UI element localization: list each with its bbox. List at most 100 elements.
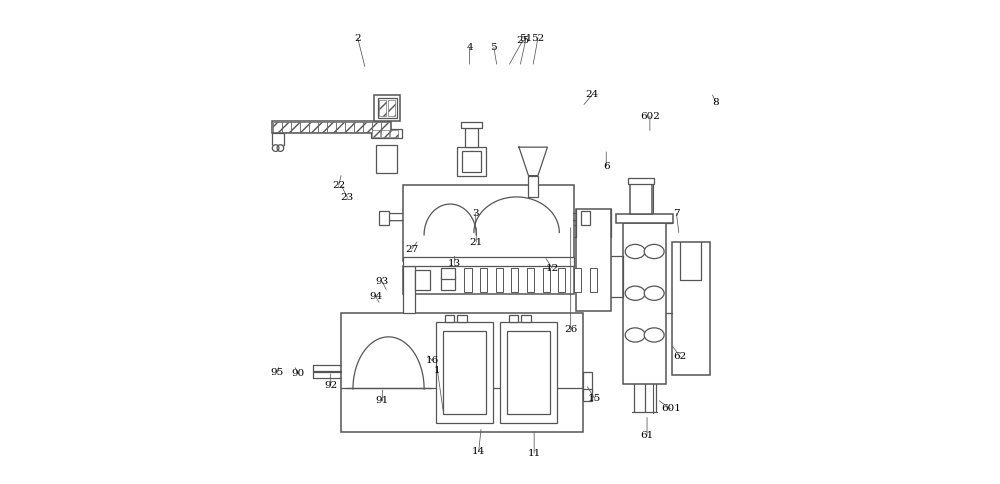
Text: 22: 22: [332, 181, 345, 190]
Circle shape: [272, 145, 279, 151]
Ellipse shape: [644, 286, 664, 301]
Text: 95: 95: [270, 368, 284, 377]
Bar: [403, 266, 415, 313]
Bar: [543, 268, 550, 292]
Circle shape: [277, 145, 284, 151]
Text: 11: 11: [528, 449, 541, 457]
Text: 52: 52: [531, 33, 545, 43]
Bar: [379, 100, 386, 116]
Text: 6: 6: [603, 162, 610, 170]
Bar: [465, 128, 478, 147]
Bar: [630, 183, 652, 214]
Bar: [372, 122, 381, 132]
Bar: [381, 122, 390, 132]
Bar: [354, 122, 363, 132]
Bar: [441, 276, 455, 290]
Text: 7: 7: [673, 209, 680, 218]
Bar: [436, 322, 493, 423]
Bar: [363, 122, 372, 132]
Ellipse shape: [625, 328, 645, 342]
Bar: [376, 145, 397, 173]
Text: 5: 5: [491, 43, 497, 52]
Text: 601: 601: [661, 405, 681, 413]
Text: 15: 15: [588, 394, 601, 403]
Bar: [379, 211, 389, 226]
Ellipse shape: [625, 286, 645, 301]
Bar: [300, 122, 309, 132]
Text: 12: 12: [546, 264, 559, 272]
Bar: [371, 129, 402, 137]
Text: 3: 3: [472, 209, 479, 218]
Ellipse shape: [625, 244, 645, 258]
Bar: [558, 268, 565, 292]
Bar: [390, 130, 398, 136]
Bar: [272, 121, 391, 133]
Bar: [590, 268, 597, 292]
Text: 4: 4: [466, 43, 473, 52]
Bar: [291, 122, 300, 132]
Text: 1: 1: [434, 365, 441, 375]
Bar: [445, 315, 454, 322]
Bar: [528, 176, 538, 197]
Bar: [583, 373, 592, 392]
Bar: [378, 98, 397, 118]
Text: 23: 23: [341, 193, 354, 202]
Bar: [341, 313, 583, 432]
Bar: [462, 151, 481, 172]
Bar: [309, 122, 318, 132]
Bar: [457, 315, 467, 322]
Bar: [415, 270, 430, 290]
Bar: [403, 257, 574, 266]
Text: 602: 602: [640, 112, 660, 121]
Text: 61: 61: [640, 431, 654, 440]
Bar: [461, 122, 482, 128]
Bar: [616, 214, 673, 223]
Bar: [527, 268, 534, 292]
Bar: [273, 122, 282, 132]
Ellipse shape: [644, 328, 664, 342]
Bar: [282, 122, 291, 132]
Polygon shape: [519, 147, 547, 176]
Text: 25: 25: [516, 36, 529, 45]
Bar: [327, 122, 336, 132]
Bar: [318, 122, 327, 132]
Text: 92: 92: [324, 381, 337, 390]
Bar: [509, 315, 518, 322]
Bar: [511, 268, 518, 292]
Text: 16: 16: [426, 356, 439, 365]
Text: 14: 14: [472, 447, 485, 456]
Text: 21: 21: [470, 238, 483, 246]
Bar: [443, 331, 486, 414]
Text: 24: 24: [585, 91, 599, 99]
Text: 94: 94: [369, 292, 382, 301]
Bar: [628, 178, 654, 183]
Bar: [574, 268, 581, 292]
Bar: [403, 266, 574, 294]
Bar: [581, 211, 590, 226]
Bar: [576, 209, 611, 311]
Text: 27: 27: [405, 244, 418, 254]
Bar: [381, 130, 389, 136]
Bar: [372, 130, 380, 136]
Bar: [464, 268, 472, 292]
Bar: [500, 322, 557, 423]
Bar: [336, 122, 345, 132]
Ellipse shape: [644, 244, 664, 258]
Bar: [583, 389, 592, 401]
Text: 26: 26: [564, 325, 577, 334]
Bar: [388, 100, 395, 116]
Bar: [403, 185, 574, 261]
Bar: [441, 268, 455, 279]
Text: 62: 62: [674, 352, 687, 361]
Text: 90: 90: [292, 369, 305, 378]
Bar: [480, 268, 487, 292]
Text: 8: 8: [713, 98, 719, 106]
Bar: [345, 122, 354, 132]
Bar: [507, 331, 550, 414]
Bar: [623, 223, 666, 384]
Text: 93: 93: [376, 277, 389, 287]
Bar: [521, 315, 531, 322]
Bar: [672, 242, 710, 375]
Bar: [374, 95, 400, 121]
Text: 2: 2: [354, 33, 361, 43]
